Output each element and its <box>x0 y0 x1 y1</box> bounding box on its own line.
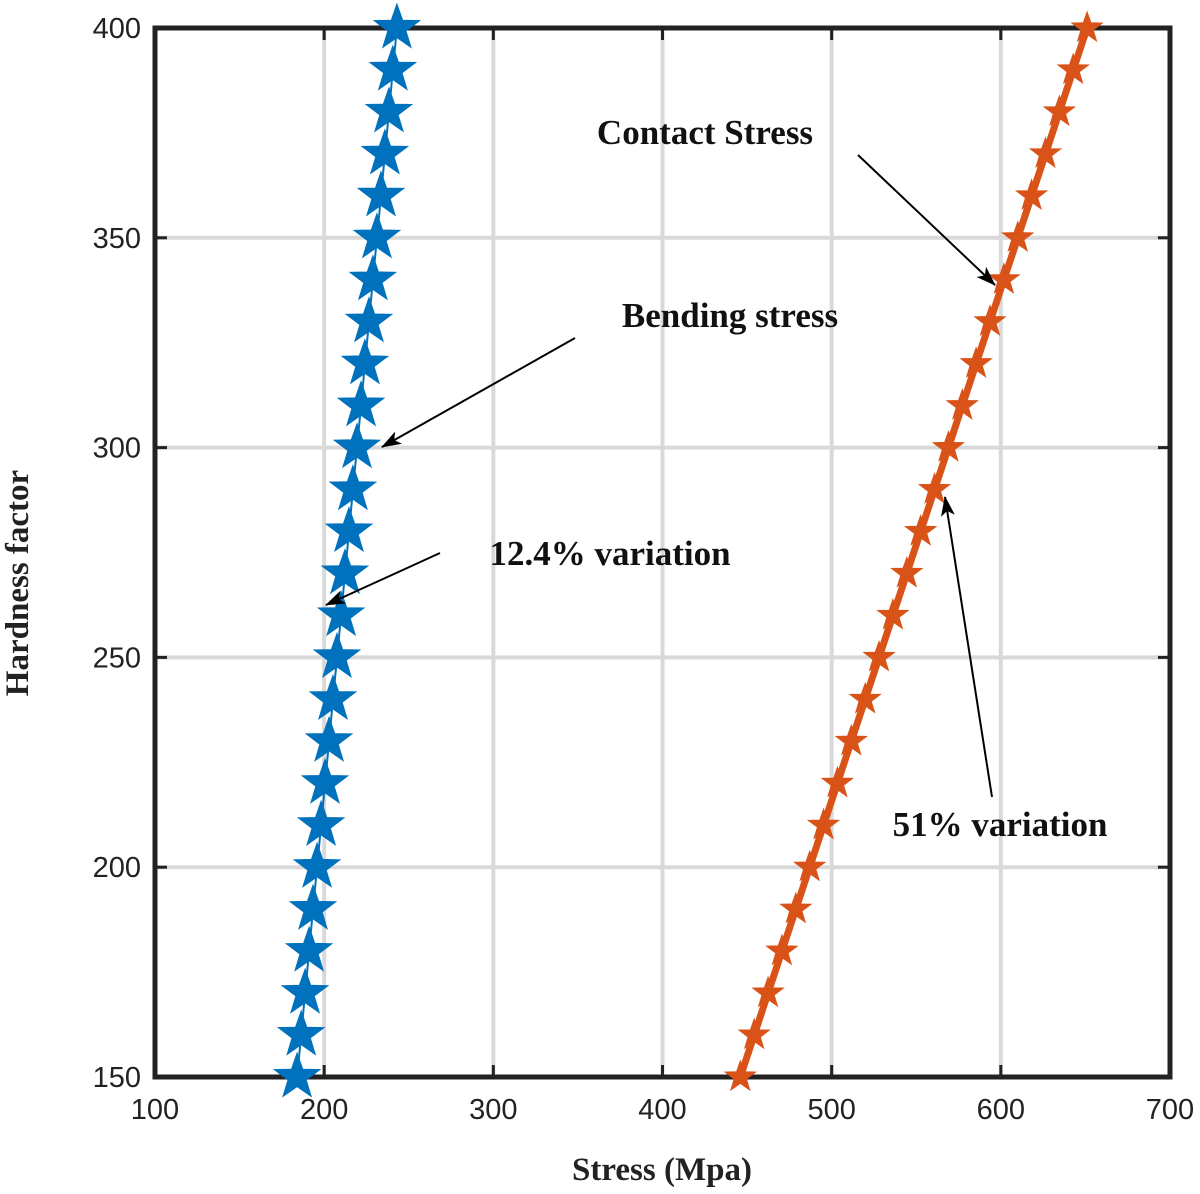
star-marker <box>848 681 882 714</box>
star-marker <box>292 841 342 888</box>
y-axis-label: Hardness factor <box>0 470 36 696</box>
x-tick-label: 300 <box>469 1094 517 1126</box>
star-marker <box>364 86 414 133</box>
y-tick-label: 200 <box>93 852 141 884</box>
star-marker <box>356 170 406 217</box>
annotation: 12.4% variation <box>489 534 730 573</box>
star-marker <box>723 1059 757 1092</box>
annotation: Bending stress <box>622 296 838 335</box>
y-tick-label: 150 <box>93 1062 141 1094</box>
star-marker <box>336 380 386 427</box>
star-marker <box>332 422 382 469</box>
star-marker <box>308 673 358 721</box>
star-marker <box>352 212 402 259</box>
star-marker <box>300 757 350 804</box>
annotation-arrow <box>381 337 576 448</box>
star-marker <box>372 2 422 49</box>
annotation-arrow <box>941 496 993 798</box>
star-marker <box>765 933 799 966</box>
star-marker <box>320 547 370 595</box>
star-marker <box>945 388 979 420</box>
y-tick-label: 350 <box>93 223 141 255</box>
x-axis-label: Stress (Mpa) <box>572 1152 752 1188</box>
star-marker <box>779 891 813 924</box>
star-marker <box>917 472 952 504</box>
star-marker <box>890 555 924 588</box>
star-marker <box>296 799 346 846</box>
star-marker <box>280 967 330 1014</box>
y-tick-label: 400 <box>93 13 141 45</box>
star-marker <box>751 975 785 1008</box>
star-marker <box>1028 136 1063 169</box>
annotation-arrow <box>857 154 996 286</box>
star-marker <box>737 1017 771 1050</box>
annotation: Contact Stress <box>597 113 813 152</box>
star-marker <box>903 513 938 546</box>
x-tick-label: 100 <box>131 1094 179 1126</box>
star-marker <box>368 44 418 91</box>
star-marker <box>284 925 334 972</box>
star-marker <box>1042 94 1077 127</box>
star-marker <box>1001 220 1035 252</box>
star-marker <box>793 849 827 882</box>
annotation-arrow <box>325 552 441 606</box>
star-marker <box>820 765 855 798</box>
star-marker <box>834 723 868 756</box>
annotation: 51% variation <box>893 805 1108 844</box>
star-marker <box>328 464 378 511</box>
star-marker <box>324 505 374 553</box>
star-marker <box>959 346 993 378</box>
star-marker <box>973 304 1007 336</box>
x-tick-label: 400 <box>638 1094 686 1126</box>
star-marker <box>348 254 398 301</box>
y-tick-label: 250 <box>93 642 141 674</box>
star-marker <box>876 597 910 630</box>
series-line <box>736 26 1091 1079</box>
x-tick-label: 200 <box>300 1094 348 1126</box>
x-tick-label: 700 <box>1146 1094 1194 1126</box>
star-marker <box>1070 10 1104 43</box>
y-tick-label: 300 <box>93 433 141 465</box>
star-marker <box>1056 52 1090 85</box>
star-marker <box>862 639 896 672</box>
star-marker <box>304 715 354 762</box>
plot-frame <box>152 25 1173 1080</box>
star-marker <box>360 128 410 175</box>
star-marker <box>288 883 338 930</box>
star-marker <box>340 338 390 385</box>
star-marker <box>316 589 366 637</box>
star-marker <box>806 807 841 840</box>
star-marker <box>272 1051 322 1098</box>
star-marker <box>931 430 966 462</box>
x-tick-label: 500 <box>807 1094 855 1126</box>
star-marker <box>312 631 362 679</box>
x-tick-label: 600 <box>977 1094 1025 1126</box>
star-marker <box>1014 178 1049 211</box>
star-marker <box>276 1009 326 1056</box>
star-marker <box>344 296 394 343</box>
